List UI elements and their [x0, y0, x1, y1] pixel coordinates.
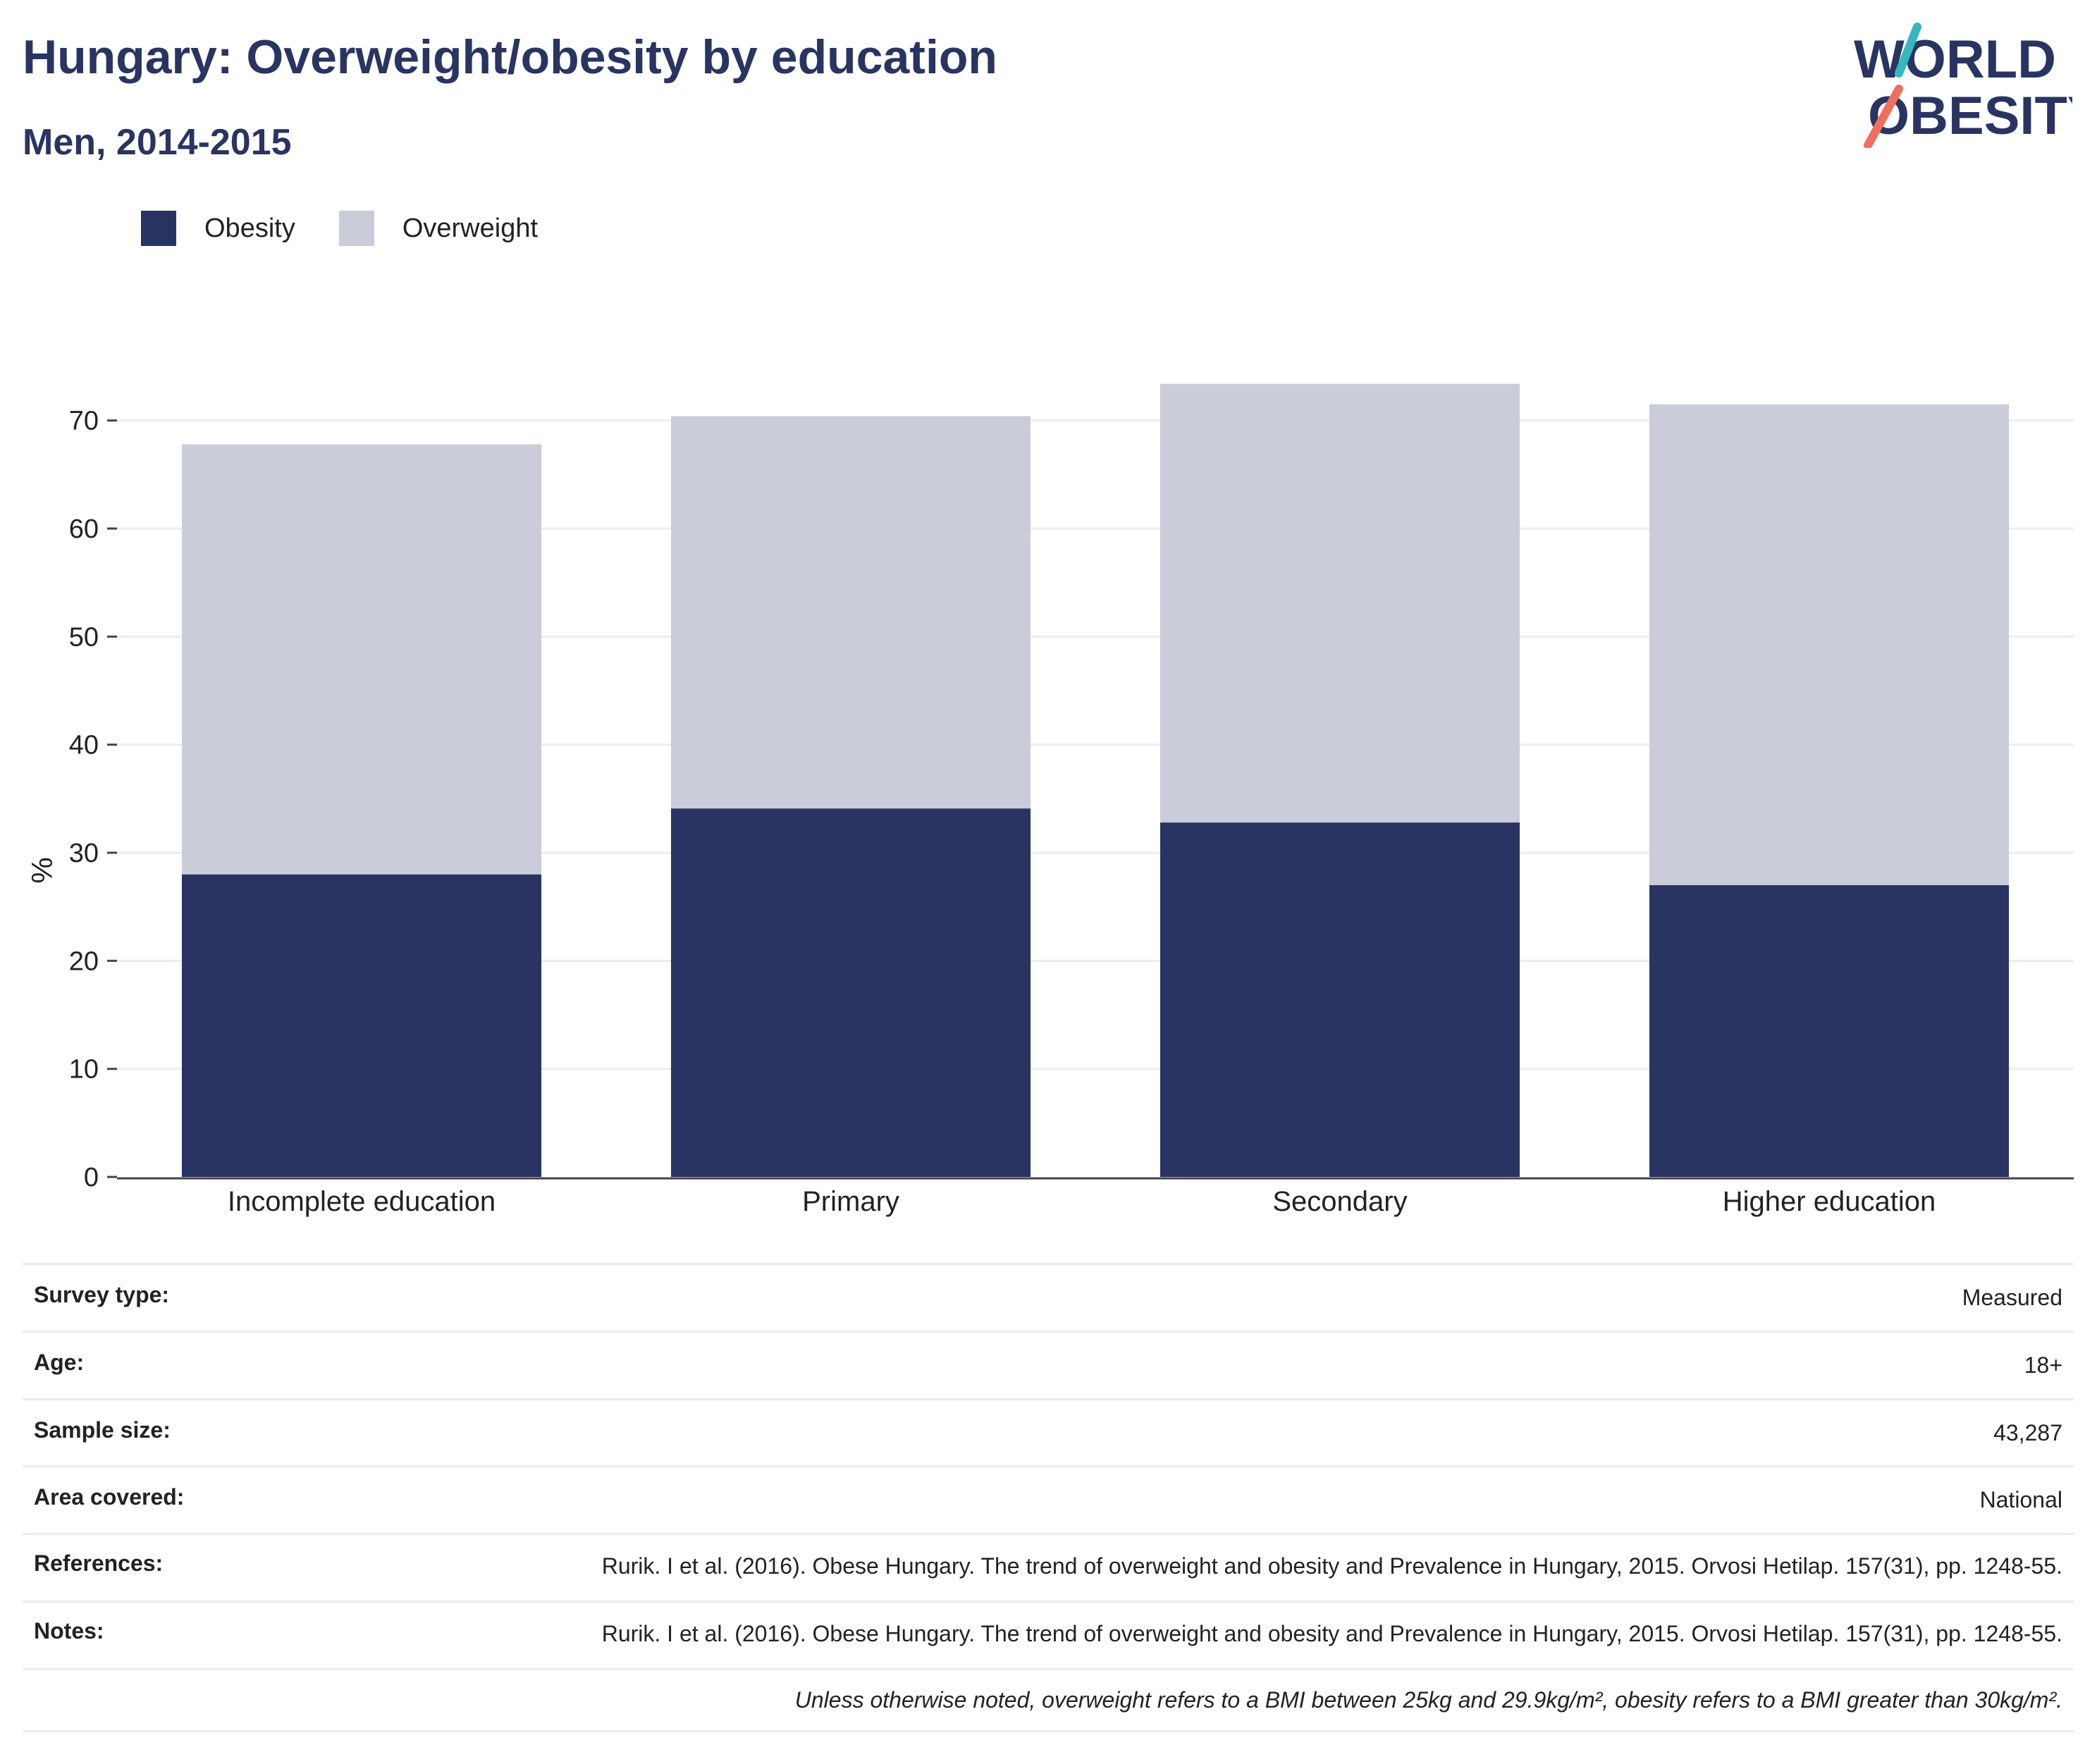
- bar-layer: [181, 383, 2010, 1177]
- logo-slash-teal: [1895, 23, 1921, 78]
- y-tick-label-70: 70: [69, 407, 99, 436]
- world-obesity-logo: WORLD OBESITY: [1854, 23, 2072, 148]
- legend-swatch-overweight: [338, 211, 374, 246]
- chart-title: Hungary: Overweight/obesity by education: [23, 30, 997, 84]
- bar-overweight-3[interactable]: [1649, 404, 2010, 885]
- table-row: Age: 18+: [23, 1330, 2074, 1400]
- bar-obesity-2[interactable]: [1160, 822, 1520, 1177]
- references-value: Rurik. I et al. (2016). Obese Hungary. T…: [468, 1533, 2074, 1602]
- area-covered-label: Area covered:: [23, 1465, 468, 1534]
- table-row: Notes: Rurik. I et al. (2016). Obese Hun…: [23, 1600, 2074, 1670]
- y-tick-label-0: 0: [84, 1163, 99, 1192]
- x-category-label-3: Higher education: [1723, 1186, 1936, 1217]
- logo-line1: WORLD: [1854, 30, 2056, 90]
- legend-label-overweight: Overweight: [402, 213, 539, 243]
- y-tick-label-20: 20: [69, 946, 99, 976]
- y-tick-label-60: 60: [69, 514, 99, 544]
- y-axis-label: %: [25, 857, 59, 883]
- sample-size-value: 43,287: [468, 1398, 2074, 1467]
- bar-obesity-1[interactable]: [670, 808, 1031, 1177]
- y-tick-layer: 0 10 20 30 40 50 60 70: [69, 407, 117, 1192]
- table-row: Unless otherwise noted, overweight refer…: [23, 1667, 2074, 1732]
- notes-label: Notes:: [23, 1600, 468, 1670]
- age-label: Age:: [23, 1330, 468, 1400]
- bar-obesity-3[interactable]: [1649, 885, 2010, 1177]
- age-value: 18+: [468, 1330, 2074, 1400]
- chart-subtitle: Men, 2014-2015: [23, 122, 292, 163]
- category-label-layer: Incomplete education Primary Secondary High…: [228, 1186, 1936, 1217]
- y-tick-label-10: 10: [69, 1055, 99, 1085]
- table-row: Survey type: Measured: [23, 1263, 2074, 1332]
- area-covered-value: National: [468, 1465, 2074, 1534]
- notes-value: Rurik. I et al. (2016). Obese Hungary. T…: [468, 1600, 2074, 1670]
- survey-type-value: Measured: [468, 1263, 2074, 1332]
- legend-swatch-obesity: [141, 211, 176, 246]
- legend-item-obesity[interactable]: Obesity: [141, 211, 295, 246]
- legend: Obesity Overweight: [141, 210, 582, 247]
- x-category-label-0: Incomplete education: [228, 1186, 496, 1217]
- table-row: Area covered: National: [23, 1465, 2074, 1534]
- logo-slash-coral: [1864, 85, 1903, 148]
- references-label: References:: [23, 1533, 468, 1602]
- legend-item-overweight[interactable]: Overweight: [338, 211, 539, 246]
- bar-overweight-2[interactable]: [1160, 383, 1520, 823]
- bar-overweight-1[interactable]: [670, 416, 1031, 809]
- y-tick-label-50: 50: [69, 622, 99, 652]
- logo-line2: OBESITY: [1868, 86, 2072, 146]
- sample-size-label: Sample size:: [23, 1398, 468, 1467]
- bar-obesity-0[interactable]: [181, 874, 542, 1177]
- survey-type-label: Survey type:: [23, 1263, 468, 1332]
- x-category-label-2: Secondary: [1272, 1186, 1407, 1217]
- table-row: References: Rurik. I et al. (2016). Obes…: [23, 1533, 2074, 1602]
- bmi-footnote: Unless otherwise noted, overweight refer…: [23, 1667, 2074, 1732]
- survey-info-table: Survey type: Measured Age: 18+ Sample si…: [23, 1263, 2074, 1732]
- stacked-bar-chart: 0 10 20 30 40 50 60 70 Incomplete education Prim…: [25, 383, 2074, 1217]
- x-category-label-1: Primary: [802, 1186, 899, 1217]
- y-tick-label-40: 40: [69, 731, 99, 760]
- bar-overweight-0[interactable]: [181, 444, 542, 875]
- legend-label-obesity: Obesity: [204, 213, 295, 243]
- y-tick-label-30: 30: [69, 839, 99, 868]
- table-row: Sample size: 43,287: [23, 1398, 2074, 1467]
